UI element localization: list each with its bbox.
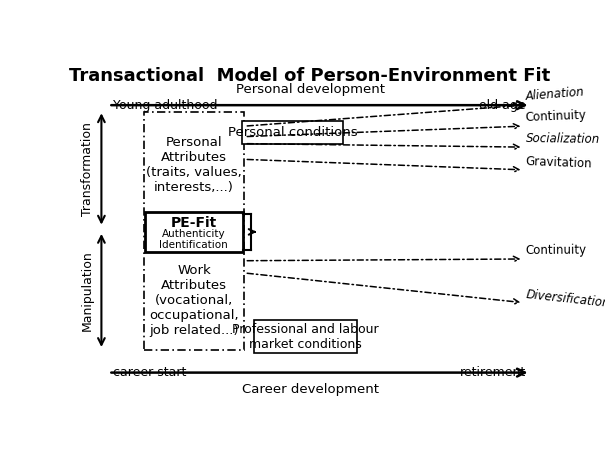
Text: Alienation: Alienation: [525, 86, 584, 104]
Text: Transactional  Model of Person-Environment Fit: Transactional Model of Person-Environmen…: [70, 67, 551, 85]
Text: PE-Fit: PE-Fit: [171, 216, 217, 230]
Bar: [254, 320, 357, 353]
Text: Personal development: Personal development: [235, 84, 385, 96]
Text: career start: career start: [113, 366, 186, 379]
Text: Diversification: Diversification: [526, 288, 605, 310]
Bar: [145, 212, 243, 252]
Bar: [242, 121, 343, 143]
Text: Continuity: Continuity: [526, 244, 587, 257]
Text: Career development: Career development: [241, 383, 379, 396]
Text: Transformation: Transformation: [81, 122, 94, 216]
Text: Authenticity
Identification: Authenticity Identification: [159, 229, 228, 251]
Text: Socialization: Socialization: [526, 133, 600, 146]
Text: Personal
Attributes
(traits, values,
interests,...): Personal Attributes (traits, values, int…: [146, 136, 242, 193]
Text: Gravitation: Gravitation: [526, 155, 593, 171]
Text: Young adulthood: Young adulthood: [113, 99, 218, 112]
Text: Professional and labour
market conditions: Professional and labour market condition…: [232, 323, 379, 351]
Text: Work
Attributes
(vocational,
occupational,
job related...): Work Attributes (vocational, occupationa…: [149, 264, 239, 337]
Text: Personal conditions: Personal conditions: [227, 126, 358, 138]
Text: Continuity: Continuity: [525, 109, 587, 124]
Bar: [143, 112, 244, 350]
Text: old age: old age: [479, 99, 526, 112]
Text: retirement: retirement: [459, 366, 526, 379]
Text: Manipulation: Manipulation: [81, 250, 94, 331]
